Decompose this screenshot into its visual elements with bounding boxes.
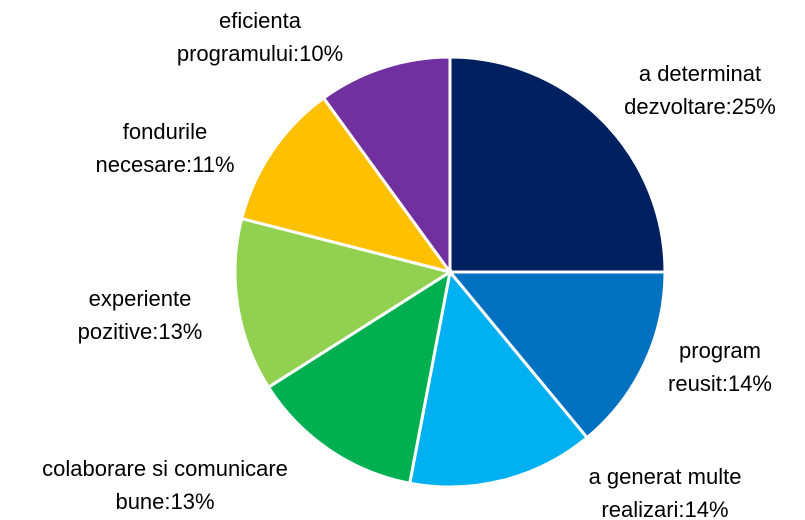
pie-slice (407, 268, 590, 489)
slice-label: fondurile (123, 119, 207, 144)
slice-label: reusit:14% (668, 371, 772, 396)
slice-label: necesare:11% (95, 152, 234, 177)
slice-label: a determinat (639, 61, 761, 86)
slice-label: bune:13% (115, 489, 214, 514)
pie-slice (448, 55, 667, 274)
slice-label: a generat multe (589, 464, 742, 489)
pie-slice (321, 55, 452, 277)
slice-label: realizari:14% (601, 497, 728, 520)
slice-label: colaborare si comunicare (42, 456, 288, 481)
pie-slice (233, 216, 454, 390)
slice-label: dezvoltare:25% (624, 94, 776, 119)
slice-label: experiente (89, 286, 192, 311)
slice-label: pozitive:13% (78, 319, 203, 344)
pie-slice (239, 95, 454, 275)
pie-slice (446, 270, 667, 440)
slice-label: programului:10% (177, 41, 343, 66)
slice-label: eficienta (219, 8, 302, 33)
pie-slice (266, 268, 453, 485)
slice-label: program (679, 338, 761, 363)
